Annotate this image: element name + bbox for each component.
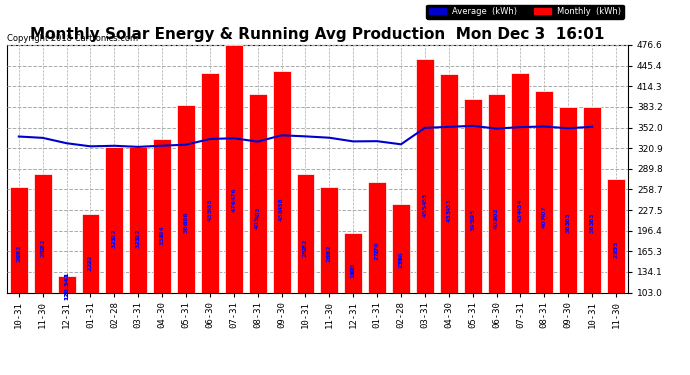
Text: 433: 433: [446, 199, 451, 211]
Bar: [440, 74, 457, 361]
Bar: [297, 174, 315, 361]
Text: 322: 322: [112, 228, 117, 241]
Text: 282: 282: [40, 244, 46, 257]
Bar: [488, 94, 506, 361]
Text: 193: 193: [351, 264, 356, 278]
Bar: [392, 204, 410, 361]
Text: 275: 275: [613, 241, 618, 253]
Bar: [10, 187, 28, 361]
Text: 322: 322: [112, 234, 117, 248]
Text: 434: 434: [518, 198, 523, 211]
Bar: [559, 107, 577, 361]
Bar: [225, 45, 243, 361]
Bar: [58, 276, 76, 361]
Text: 386: 386: [184, 211, 188, 224]
Text: 222: 222: [88, 258, 93, 271]
Text: 270: 270: [375, 247, 380, 259]
Bar: [153, 140, 171, 361]
Text: 270: 270: [375, 242, 380, 254]
Bar: [201, 72, 219, 361]
Text: 395: 395: [470, 209, 475, 221]
Text: 383: 383: [566, 220, 571, 234]
Text: 334: 334: [159, 225, 165, 238]
Bar: [273, 70, 290, 361]
Text: 262: 262: [327, 248, 332, 261]
Legend: Average  (kWh), Monthly  (kWh): Average (kWh), Monthly (kWh): [426, 4, 624, 19]
Text: 402: 402: [494, 207, 499, 219]
Text: 407: 407: [542, 206, 546, 218]
Text: 402: 402: [494, 216, 499, 229]
Text: 435: 435: [208, 198, 213, 211]
Text: 435: 435: [208, 208, 213, 221]
Text: 383: 383: [589, 220, 595, 234]
Text: 334: 334: [159, 232, 165, 245]
Bar: [320, 187, 338, 361]
Bar: [368, 182, 386, 361]
Bar: [248, 94, 266, 361]
Text: 262: 262: [17, 248, 21, 261]
Text: 438: 438: [279, 197, 284, 210]
Bar: [177, 105, 195, 361]
Text: Copyright 2018 Cartronics.com: Copyright 2018 Cartronics.com: [7, 34, 138, 43]
Text: 383: 383: [566, 212, 571, 225]
Bar: [607, 178, 625, 361]
Title: Monthly Solar Energy & Running Avg Production  Mon Dec 3  16:01: Monthly Solar Energy & Running Avg Produ…: [30, 27, 604, 42]
Text: 128.341: 128.341: [64, 272, 69, 300]
Text: 282: 282: [40, 239, 46, 251]
Text: 476: 476: [231, 188, 236, 200]
Text: 395: 395: [470, 217, 475, 231]
Text: 322: 322: [136, 234, 141, 248]
Bar: [106, 147, 124, 361]
Text: 383: 383: [589, 212, 595, 225]
Bar: [583, 107, 601, 361]
Bar: [416, 59, 434, 361]
Bar: [344, 233, 362, 361]
Text: 236: 236: [399, 254, 404, 267]
Text: 407: 407: [542, 215, 546, 228]
Text: 455: 455: [422, 193, 427, 206]
Text: 128.341: 128.341: [64, 272, 69, 300]
Bar: [511, 73, 529, 361]
Bar: [535, 91, 553, 361]
Text: 262: 262: [17, 244, 21, 256]
Text: 476: 476: [231, 199, 236, 212]
Bar: [34, 174, 52, 361]
Text: 282: 282: [303, 244, 308, 257]
Text: 193: 193: [351, 262, 356, 275]
Text: 433: 433: [446, 209, 451, 222]
Text: 455: 455: [422, 204, 427, 217]
Text: 262: 262: [327, 244, 332, 256]
Text: 434: 434: [518, 209, 523, 222]
Text: 403: 403: [255, 216, 260, 229]
Text: 438: 438: [279, 208, 284, 221]
Bar: [129, 147, 147, 361]
Text: 403: 403: [255, 207, 260, 219]
Bar: [81, 214, 99, 361]
Bar: [464, 99, 482, 361]
Text: 275: 275: [613, 245, 618, 258]
Text: 282: 282: [303, 239, 308, 251]
Text: 222: 222: [88, 255, 93, 267]
Text: 386: 386: [184, 220, 188, 233]
Text: 236: 236: [399, 251, 404, 264]
Text: 322: 322: [136, 228, 141, 241]
